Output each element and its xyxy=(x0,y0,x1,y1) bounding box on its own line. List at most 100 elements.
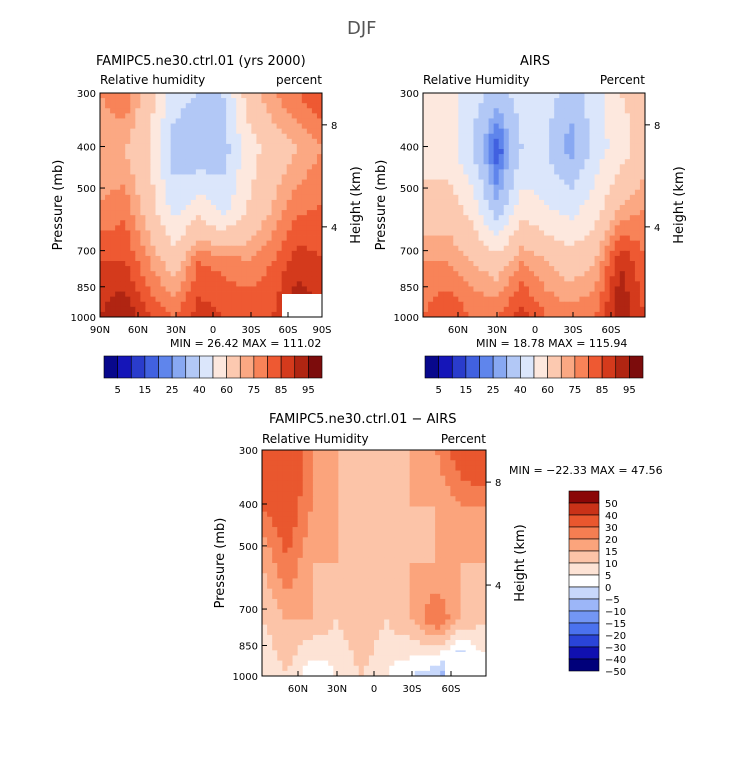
heatmap-cell xyxy=(216,311,222,318)
heatmap-cell xyxy=(170,291,177,298)
heatmap-cell xyxy=(488,291,495,298)
heatmap-cell xyxy=(180,149,187,155)
heatmap-cell xyxy=(205,311,212,318)
heatmap-cell xyxy=(518,245,525,252)
heatmap-cell xyxy=(589,220,595,226)
heatmap-cell xyxy=(639,164,646,170)
heatmap-cell xyxy=(170,215,177,221)
heatmap-cell xyxy=(140,179,146,186)
heatmap-cell xyxy=(619,250,626,257)
heatmap-cell xyxy=(629,271,636,277)
heatmap-cell xyxy=(297,465,304,471)
heatmap-cell xyxy=(110,143,116,150)
heatmap-cell xyxy=(205,149,212,155)
heatmap-cell xyxy=(292,465,299,471)
heatmap-cell xyxy=(115,189,121,196)
heatmap-cell xyxy=(291,118,298,124)
heatmap-cell xyxy=(333,542,339,548)
heatmap-cell xyxy=(358,491,365,497)
heatmap-cell xyxy=(216,93,222,99)
heatmap-cell xyxy=(513,184,520,191)
heatmap-cell xyxy=(306,215,313,221)
heatmap-cell xyxy=(440,516,446,523)
heatmap-cell xyxy=(624,255,631,262)
heatmap-cell xyxy=(528,149,535,155)
heatmap-cell xyxy=(619,210,626,216)
heatmap-cell xyxy=(609,179,616,186)
heatmap-cell xyxy=(569,184,575,191)
heatmap-cell xyxy=(318,465,324,471)
heatmap-cell xyxy=(368,537,375,543)
heatmap-cell xyxy=(276,199,283,206)
heatmap-cell xyxy=(316,230,323,236)
heatmap-cell xyxy=(460,501,467,507)
heatmap-cell xyxy=(559,189,565,196)
heatmap-cell xyxy=(629,230,636,236)
heatmap-cell xyxy=(419,485,426,492)
heatmap-cell xyxy=(445,450,451,456)
heatmap-cell xyxy=(534,118,540,124)
heatmap-cell xyxy=(287,465,293,471)
heatmap-cell xyxy=(358,480,365,487)
heatmap-cell xyxy=(619,184,626,191)
heatmap-cell xyxy=(475,537,482,543)
heatmap-cell xyxy=(185,113,192,119)
model-chart-title: FAMIPC5.ne30.ctrl.01 (yrs 2000) xyxy=(96,54,306,69)
heatmap-cell xyxy=(528,113,535,119)
heatmap-cell xyxy=(389,542,395,548)
heatmap-cell xyxy=(639,138,646,145)
heatmap-cell xyxy=(435,491,441,497)
x-tick-label: 90N xyxy=(90,325,110,336)
heatmap-cell xyxy=(430,496,436,502)
heatmap-cell xyxy=(338,475,344,482)
heatmap-cell xyxy=(604,215,611,221)
heatmap-cell xyxy=(211,199,217,206)
heatmap-cell xyxy=(513,118,520,124)
heatmap-cell xyxy=(135,306,141,313)
heatmap-cell xyxy=(559,205,565,211)
heatmap-cell xyxy=(624,123,631,130)
heatmap-cell xyxy=(185,271,192,277)
heatmap-cell xyxy=(389,455,395,461)
heatmap-cell xyxy=(488,306,495,313)
heatmap-cell xyxy=(277,450,283,456)
heatmap-cell xyxy=(433,93,439,99)
heatmap-cell xyxy=(423,205,429,211)
heatmap-cell xyxy=(216,138,222,145)
heatmap-cell xyxy=(140,93,146,99)
heatmap-cell xyxy=(554,98,560,104)
heatmap-cell xyxy=(460,542,467,548)
heatmap-cell xyxy=(513,154,520,160)
heatmap-cell xyxy=(175,245,182,252)
heatmap-cell xyxy=(226,93,232,99)
heatmap-cell xyxy=(276,311,283,318)
heatmap-cell xyxy=(534,128,540,135)
heatmap-cell xyxy=(409,501,416,507)
heatmap-cell xyxy=(609,286,616,292)
heatmap-cell xyxy=(333,521,339,528)
heatmap-cell xyxy=(458,225,464,231)
heatmap-cell xyxy=(528,230,535,236)
heatmap-cell xyxy=(435,532,441,538)
heatmap-cell xyxy=(614,123,621,130)
heatmap-cell xyxy=(205,245,212,252)
heatmap-cell xyxy=(150,164,156,170)
heatmap-cell xyxy=(624,235,631,242)
heatmap-cell xyxy=(549,311,555,318)
heatmap-cell xyxy=(569,266,575,272)
heatmap-cell xyxy=(135,143,141,150)
heatmap-cell xyxy=(333,475,339,482)
heatmap-cell xyxy=(614,271,621,277)
heatmap-cell xyxy=(343,465,349,471)
heatmap-cell xyxy=(460,532,467,538)
heatmap-cell xyxy=(125,169,131,175)
heatmap-cell xyxy=(443,123,449,130)
heatmap-cell xyxy=(423,149,429,155)
heatmap-cell xyxy=(460,496,467,502)
heatmap-cell xyxy=(175,286,182,292)
heatmap-cell xyxy=(460,450,467,456)
heatmap-cell xyxy=(564,174,570,180)
heatmap-cell xyxy=(445,470,451,477)
heatmap-cell xyxy=(296,210,303,216)
heatmap-cell xyxy=(430,465,436,471)
